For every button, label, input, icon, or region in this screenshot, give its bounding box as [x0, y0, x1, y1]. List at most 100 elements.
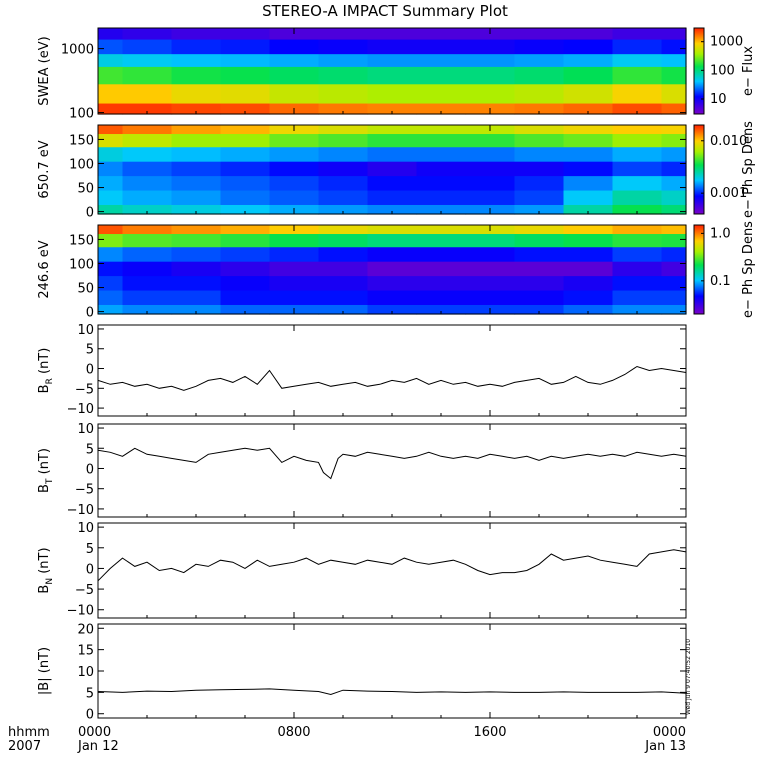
panel-4: −10 −5 0 5 10 BR (nT)	[37, 323, 687, 417]
heatmap-cell	[465, 289, 516, 305]
heatmap-cell	[318, 125, 369, 135]
heatmap-cell	[514, 289, 565, 305]
heatmap-cell	[318, 275, 369, 291]
heatmap-cell	[367, 53, 418, 67]
heatmap-cell	[563, 189, 614, 205]
heatmap-cell	[98, 83, 124, 104]
heatmap-cell	[318, 133, 369, 148]
heatmap-cell	[98, 204, 124, 215]
colorbar-tick-label: 0.1	[710, 274, 731, 289]
heatmap-cell	[220, 66, 271, 85]
y-tick-label: 0	[86, 562, 94, 577]
heatmap-cell	[269, 189, 320, 205]
heatmap-cell	[367, 261, 418, 277]
colorbar	[693, 124, 705, 215]
heatmap-cell	[269, 261, 320, 277]
heatmap-cell	[612, 102, 663, 115]
heatmap-cell	[367, 133, 418, 148]
heatmap-cell	[269, 161, 320, 177]
heatmap-cell	[220, 125, 271, 135]
y-tick-label: 50	[77, 282, 94, 297]
heatmap-cell	[318, 28, 369, 40]
heatmap-cell	[661, 246, 687, 262]
y-tick-label: 10	[77, 665, 94, 680]
y-tick-label: 15	[77, 644, 94, 659]
heatmap-cell	[171, 66, 222, 85]
heatmap-cell	[318, 175, 369, 191]
heatmap-cell	[220, 28, 271, 40]
heatmap-cell	[318, 204, 369, 215]
heatmap-cell	[465, 261, 516, 277]
heatmap-cell	[269, 175, 320, 191]
heatmap-cell	[98, 175, 124, 191]
heatmap-cell	[416, 53, 467, 67]
heatmap-cell	[318, 102, 369, 115]
heatmap-cell	[122, 146, 173, 162]
heatmap-cell	[171, 246, 222, 262]
heatmap-cell	[220, 289, 271, 305]
heatmap-cell	[122, 204, 173, 215]
series-line	[97, 365, 687, 391]
heatmap-cell	[661, 189, 687, 205]
heatmap-cell	[514, 83, 565, 104]
heatmap-cell	[367, 83, 418, 104]
heatmap-cell	[661, 261, 687, 277]
heatmap-cell	[563, 175, 614, 191]
heatmap-cell	[220, 275, 271, 291]
y-tick-label: 150	[69, 233, 94, 248]
heatmap-cell	[563, 28, 614, 40]
heatmap-cell	[465, 233, 516, 248]
heatmap-cell	[171, 289, 222, 305]
heatmap-cell	[269, 53, 320, 67]
heatmap-cell	[612, 83, 663, 104]
panel-frame	[97, 324, 687, 417]
heatmap-cell	[269, 275, 320, 291]
heatmap-cell	[661, 225, 687, 235]
panel-7: 0 5 10 15 20 |B| (nT)	[37, 622, 687, 723]
y-tick-label: 5	[86, 343, 94, 358]
heatmap-cell	[612, 66, 663, 85]
heatmap-cell	[563, 53, 614, 67]
heatmap-cell	[269, 133, 320, 148]
heatmap-cell	[367, 161, 418, 177]
heatmap-cell	[367, 175, 418, 191]
heatmap-cell	[220, 225, 271, 235]
heatmap-cell	[661, 146, 687, 162]
y-tick-label: −10	[67, 503, 94, 518]
y-axis-label: 246.6 eV	[37, 240, 52, 298]
heatmap-cell	[122, 53, 173, 67]
heatmap-cell	[171, 28, 222, 40]
heatmap-cell	[416, 83, 467, 104]
heatmap-cell	[98, 261, 124, 277]
y-tick-label: 0	[86, 306, 94, 321]
heatmap-cell	[318, 146, 369, 162]
y-axis-label: SWEA (eV)	[37, 36, 52, 105]
y-tick-label: 100	[69, 107, 94, 122]
heatmap-cell	[514, 53, 565, 67]
panel-3: 0.1 1.0 e− Ph Sp Dens 0 50 100 150 246.6 eV	[37, 221, 756, 321]
heatmap-cell	[122, 304, 173, 315]
y-tick-label: 0	[86, 206, 94, 221]
timestamp: Wed Jun 9 07:40:52 2010	[685, 639, 692, 715]
y-axis-label: 650.7 eV	[37, 140, 52, 198]
heatmap-cell	[269, 233, 320, 248]
heatmap-cell	[220, 146, 271, 162]
time-axis-corner-bottom: 2007	[8, 739, 41, 754]
heatmap-cell	[367, 146, 418, 162]
colorbar-tick-label: 0.010	[710, 134, 747, 149]
heatmap-cell	[514, 102, 565, 115]
heatmap-cell	[318, 161, 369, 177]
y-tick-label: 1000	[61, 43, 94, 58]
heatmap-cell	[98, 289, 124, 305]
heatmap-cell	[220, 204, 271, 215]
heatmap-cell	[122, 189, 173, 205]
plot-title: STEREO-A IMPACT Summary Plot	[262, 2, 508, 20]
heatmap-cell	[465, 53, 516, 67]
heatmap-cell	[416, 204, 467, 215]
heatmap-cell	[563, 233, 614, 248]
heatmap-cell	[563, 66, 614, 85]
heatmap-cell	[612, 289, 663, 305]
heatmap-cell	[122, 246, 173, 262]
heatmap-cell	[661, 204, 687, 215]
